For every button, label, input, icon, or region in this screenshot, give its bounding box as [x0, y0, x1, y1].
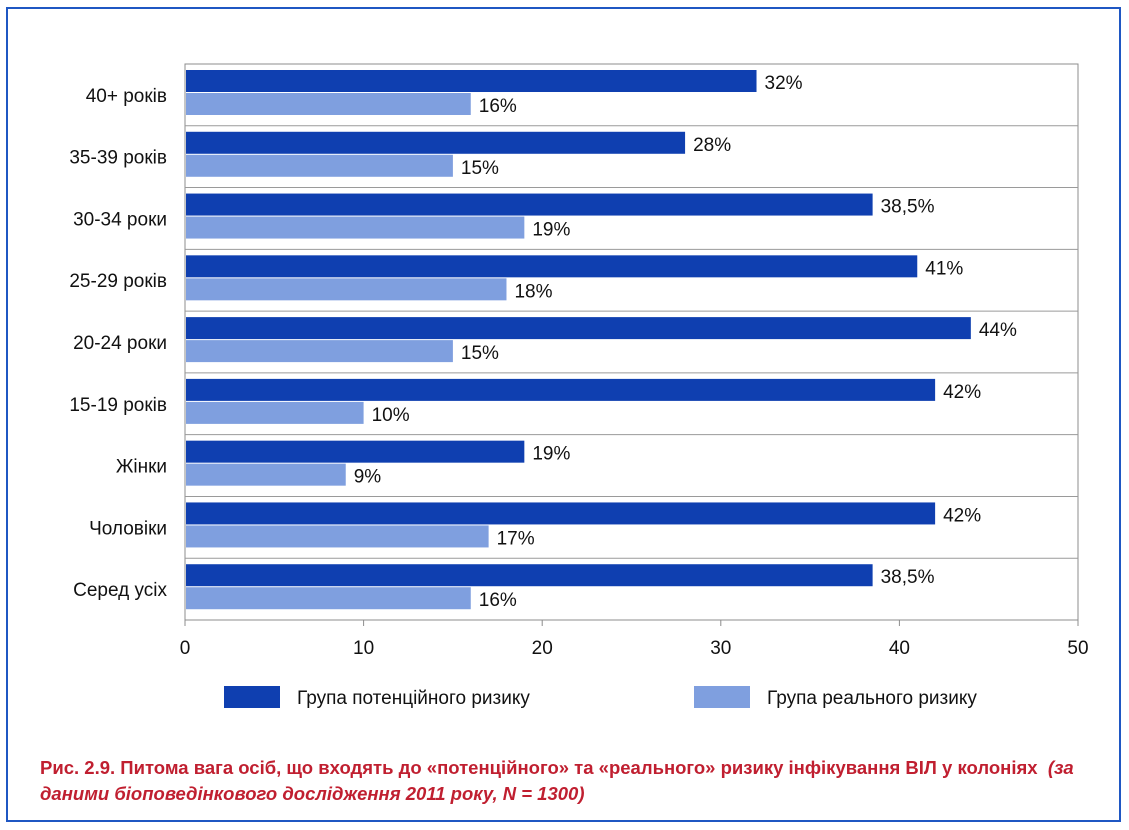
data-label: 17%: [497, 528, 535, 549]
caption-main: Рис. 2.9. Питома вага осіб, що входять д…: [40, 757, 1038, 778]
bar-potential-risk: [186, 131, 686, 154]
data-label: 42%: [943, 382, 981, 403]
x-tick-label: 0: [180, 638, 191, 659]
x-tick-label: 10: [353, 638, 374, 659]
bar-potential-risk: [186, 502, 936, 525]
legend-swatch: [224, 686, 280, 708]
bar-real-risk: [186, 216, 525, 239]
bar-potential-risk: [186, 317, 971, 340]
legend-label: Група потенційного ризику: [297, 688, 530, 709]
bar-real-risk: [186, 587, 471, 610]
category-label: 25-29 років: [69, 271, 167, 292]
bar-potential-risk: [186, 193, 873, 216]
bar-real-risk: [186, 401, 364, 424]
plot-frame: [184, 63, 1079, 621]
x-tick-label: 40: [889, 638, 910, 659]
x-tick-label: 50: [1067, 638, 1088, 659]
data-label: 19%: [532, 444, 570, 465]
x-tick-label: 30: [710, 638, 731, 659]
category-label: 40+ років: [86, 86, 167, 107]
data-label: 38,5%: [881, 197, 935, 218]
x-tick-label: 20: [532, 638, 553, 659]
legend-label: Група реального ризику: [767, 688, 977, 709]
data-label: 44%: [979, 320, 1017, 341]
data-label: 9%: [354, 467, 382, 488]
data-label: 32%: [765, 73, 803, 94]
category-label: 15-19 років: [69, 395, 167, 416]
data-label: 15%: [461, 158, 499, 179]
data-label: 18%: [514, 281, 552, 302]
bar-real-risk: [186, 463, 346, 486]
bar-potential-risk: [186, 440, 525, 463]
category-label: 35-39 років: [69, 148, 167, 169]
data-label: 10%: [372, 405, 410, 426]
data-label: 16%: [479, 590, 517, 611]
category-label: Жінки: [116, 457, 167, 478]
bar-real-risk: [186, 278, 507, 301]
caption-sub: (за даними біоповедінкового дослідження …: [40, 757, 1074, 804]
category-label: 20-24 роки: [73, 333, 167, 354]
bar-potential-risk: [186, 378, 936, 401]
bar-potential-risk: [186, 70, 757, 92]
bar-real-risk: [186, 525, 489, 548]
data-label: 28%: [693, 135, 731, 156]
figure-caption: Рис. 2.9. Питома вага осіб, що входять д…: [40, 755, 1110, 807]
bar-real-risk: [186, 93, 471, 115]
bar-real-risk: [186, 154, 453, 177]
bar-real-risk: [186, 340, 453, 363]
bar-potential-risk: [186, 564, 873, 587]
data-label: 16%: [479, 96, 517, 117]
category-label: Серед усіх: [73, 580, 167, 601]
data-label: 19%: [532, 220, 570, 241]
data-label: 42%: [943, 505, 981, 526]
data-label: 41%: [925, 258, 963, 279]
bar-chart: 0 10 20 30 40 50 40+ років 32% 16% 35-39 років 28%…: [69, 63, 1089, 709]
category-label: Чоловіки: [89, 518, 167, 539]
legend-swatch: [694, 686, 750, 708]
bar-potential-risk: [186, 255, 918, 278]
category-label: 30-34 роки: [73, 209, 167, 230]
data-label: 15%: [461, 343, 499, 364]
data-label: 38,5%: [881, 567, 935, 588]
